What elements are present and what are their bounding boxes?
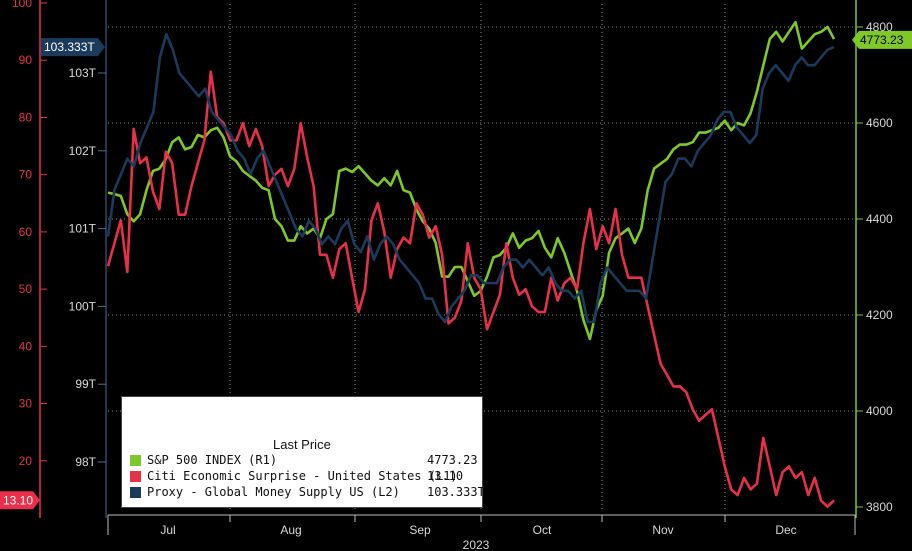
tick-label-r1: 4400: [866, 212, 893, 226]
legend-label: Citi Economic Surprise - United States (…: [147, 469, 458, 483]
tick-label-l1: 40: [19, 339, 33, 353]
chart-legend: Last Price S&P 500 INDEX (R1) 4773.23 Ci…: [121, 396, 485, 508]
tick-label-l1: 60: [19, 225, 33, 239]
legend-value: 13.10: [427, 469, 464, 483]
x-axis-title: 2023: [463, 538, 490, 551]
legend-swatch: [130, 455, 141, 466]
tick-label-l2: 103T: [69, 66, 97, 80]
last-price-tag-l1: 13.10: [3, 493, 33, 507]
tick-label-l2: 99T: [75, 377, 96, 391]
legend-label: S&P 500 INDEX (R1): [147, 453, 278, 467]
x-tick-label: Dec: [775, 523, 796, 537]
x-tick-label: Jul: [160, 523, 175, 537]
tick-label-r1: 4000: [866, 404, 893, 418]
legend-entry-citi: Citi Economic Surprise - United States (…: [130, 469, 476, 485]
tick-label-l1: 100: [12, 0, 32, 10]
tick-label-l2: 98T: [75, 455, 96, 469]
last-price-tag-r1-bg: [852, 30, 912, 49]
legend-swatch: [130, 471, 141, 482]
tick-label-l2: 100T: [69, 299, 97, 313]
x-tick-label: Oct: [533, 523, 552, 537]
tick-label-l1: 80: [19, 110, 33, 124]
legend-header: Last Price: [273, 437, 331, 452]
x-tick-label: Nov: [652, 523, 673, 537]
tick-label-l1: 30: [19, 397, 33, 411]
legend-entry-money-supply: Proxy - Global Money Supply US (L2) 103.…: [130, 485, 485, 501]
tick-label-l2: 102T: [69, 144, 97, 158]
tick-label-l2: 101T: [69, 222, 97, 236]
legend-label: Proxy - Global Money Supply US (L2): [147, 485, 400, 499]
tick-label-l1: 70: [19, 168, 33, 182]
last-price-tag-l2-bg: [41, 38, 105, 57]
last-price-tag-l1-bg: [0, 491, 40, 510]
x-tick-label: Sep: [409, 523, 431, 537]
tick-label-r1: 4600: [866, 116, 893, 130]
last-price-tag-l2: 103.333T: [44, 40, 95, 54]
tick-label-l1: 20: [19, 454, 33, 468]
legend-value: 4773.23: [427, 453, 478, 467]
tick-label-r1: 4800: [866, 20, 893, 34]
tick-label-r1: 3800: [866, 500, 893, 514]
last-price-tag-r1: 4773.23: [860, 33, 904, 47]
legend-swatch: [130, 487, 141, 498]
series-line-citi: [106, 70, 835, 508]
tick-label-l1: 90: [19, 53, 33, 67]
x-tick-label: Aug: [280, 523, 301, 537]
legend-entry-sp500: S&P 500 INDEX (R1) 4773.23: [130, 453, 478, 469]
tick-label-l1: 50: [19, 282, 33, 296]
series-line-money-supply: [106, 32, 835, 324]
tick-label-r1: 4200: [866, 308, 893, 322]
legend-value: 103.333T: [427, 485, 485, 499]
